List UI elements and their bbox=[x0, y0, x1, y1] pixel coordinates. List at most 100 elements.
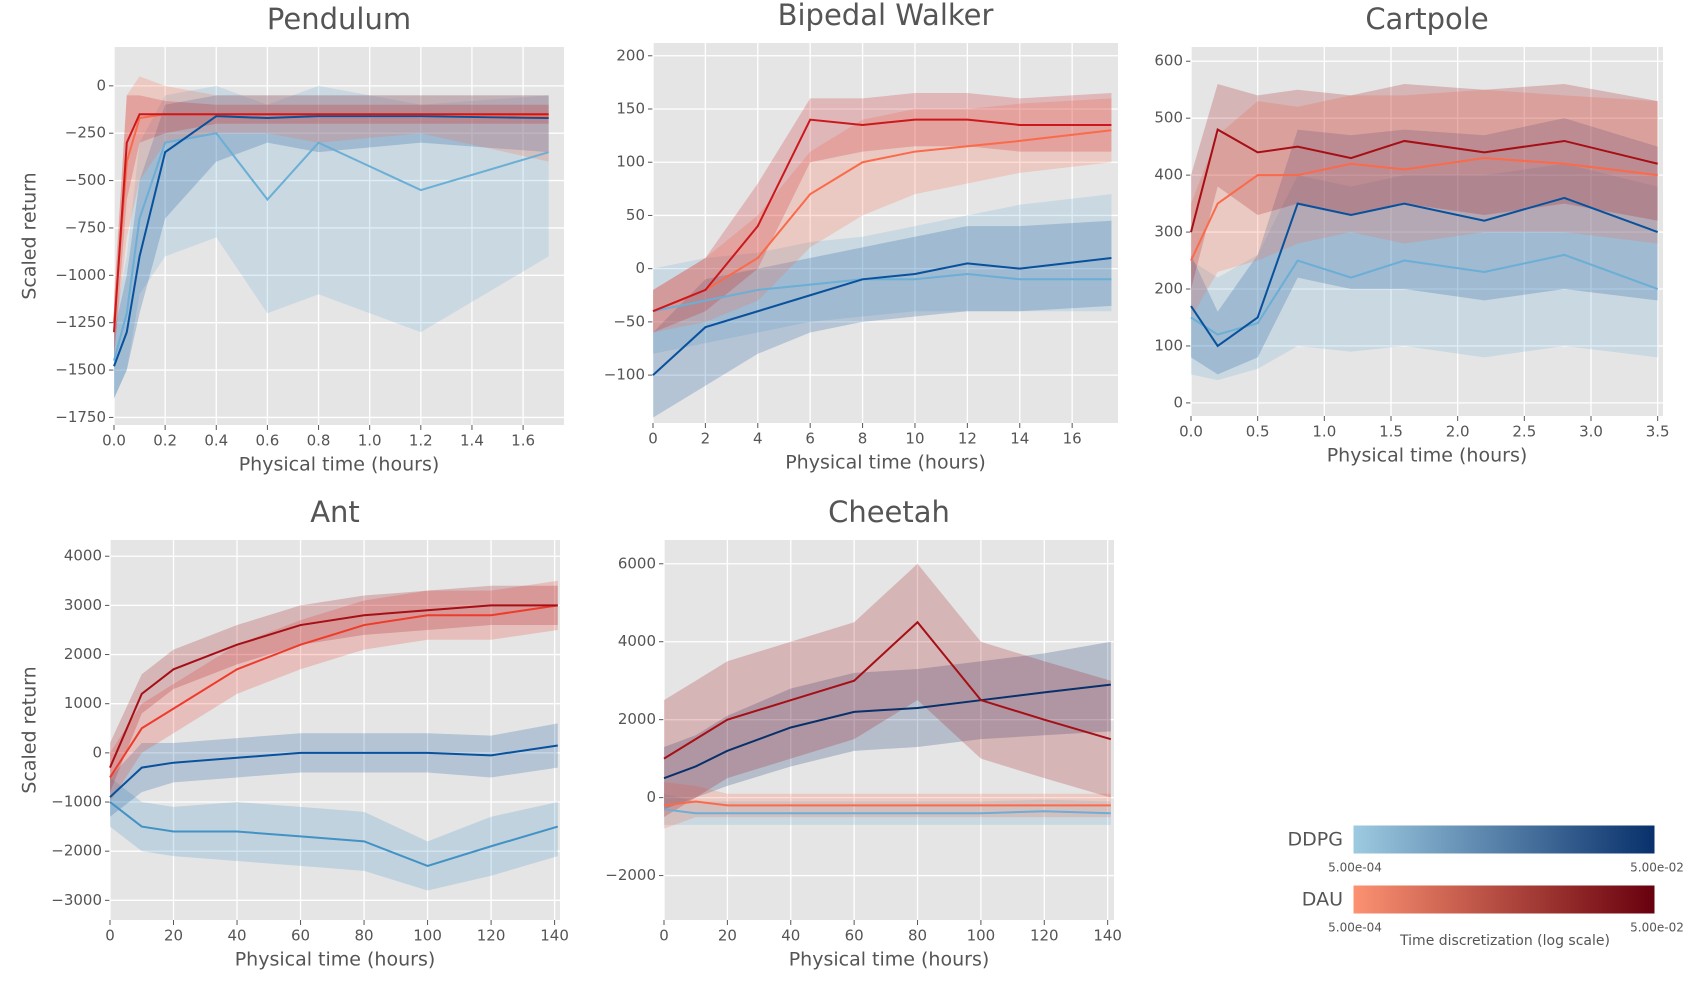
line bbox=[1190, 253, 1659, 336]
x-tick-label: 1.4 bbox=[460, 432, 484, 450]
x-tick-label: 0 bbox=[659, 927, 669, 945]
band bbox=[1191, 89, 1658, 318]
band bbox=[653, 98, 1112, 333]
y-tick-label: 300 bbox=[1154, 223, 1183, 241]
x-tick-label: 1.5 bbox=[1379, 423, 1403, 441]
line bbox=[113, 115, 549, 367]
y-tick-label: −1500 bbox=[55, 361, 106, 379]
x-tick-label: 0.5 bbox=[1246, 423, 1270, 441]
plot-area bbox=[664, 540, 1114, 920]
line bbox=[652, 129, 1112, 313]
x-tick-label: 3.5 bbox=[1646, 423, 1670, 441]
x-tick-label: 100 bbox=[967, 927, 996, 945]
x-tick-label: 80 bbox=[355, 927, 374, 945]
colorbar bbox=[1352, 824, 1656, 855]
band bbox=[114, 95, 549, 361]
y-tick-label: 0 bbox=[646, 788, 656, 806]
x-tick-label: 0.0 bbox=[102, 432, 126, 450]
y-tick-label: 100 bbox=[616, 153, 645, 171]
y-tick-label: 3000 bbox=[64, 596, 102, 614]
band bbox=[110, 723, 558, 817]
line bbox=[663, 808, 1111, 815]
band bbox=[1191, 163, 1658, 381]
x-tick-label: 120 bbox=[477, 927, 506, 945]
y-tick-label: −1750 bbox=[55, 408, 106, 426]
y-tick-label: −1000 bbox=[51, 793, 102, 811]
y-tick-label: 0 bbox=[635, 259, 645, 277]
y-tick-label: 0 bbox=[96, 76, 106, 94]
chart-title: Cartpole bbox=[1365, 2, 1488, 36]
x-tick-label: 0 bbox=[105, 927, 115, 945]
y-tick-label: 200 bbox=[616, 46, 645, 64]
chart-title: Ant bbox=[310, 495, 360, 529]
plot-area bbox=[114, 47, 564, 425]
x-tick-label: 2 bbox=[701, 430, 711, 448]
y-tick-label: 100 bbox=[1154, 336, 1183, 354]
line bbox=[109, 604, 558, 778]
band bbox=[1191, 118, 1658, 375]
x-tick-label: 120 bbox=[1030, 927, 1059, 945]
x-tick-label: 2.0 bbox=[1446, 423, 1470, 441]
y-tick-label: 600 bbox=[1154, 52, 1183, 70]
line bbox=[1190, 128, 1658, 233]
band bbox=[114, 85, 549, 399]
x-tick-label: 0 bbox=[648, 430, 658, 448]
y-tick-label: −1250 bbox=[55, 313, 106, 331]
x-axis-label: Physical time (hours) bbox=[785, 452, 986, 474]
band bbox=[114, 76, 549, 352]
x-tick-label: 80 bbox=[908, 927, 927, 945]
x-tick-label: 12 bbox=[958, 430, 977, 448]
x-tick-label: 100 bbox=[413, 927, 442, 945]
colorbar-max: 5.00e-02 bbox=[1630, 921, 1684, 935]
x-tick-label: 4 bbox=[753, 430, 763, 448]
y-tick-label: −500 bbox=[65, 171, 106, 189]
x-tick-label: 40 bbox=[227, 927, 246, 945]
x-axis-label: Physical time (hours) bbox=[235, 949, 436, 971]
line bbox=[109, 604, 558, 769]
y-tick-label: 0 bbox=[1173, 393, 1183, 411]
x-tick-label: 16 bbox=[1063, 430, 1082, 448]
x-tick-label: 20 bbox=[718, 927, 737, 945]
y-tick-label: 2000 bbox=[64, 645, 102, 663]
colorbar-name: DDPG bbox=[1288, 829, 1343, 851]
x-tick-label: 10 bbox=[905, 430, 924, 448]
x-tick-label: 140 bbox=[1093, 927, 1122, 945]
band bbox=[664, 641, 1111, 810]
y-tick-label: 4000 bbox=[64, 547, 102, 565]
x-tick-label: 1.2 bbox=[409, 432, 433, 450]
x-tick-label: 40 bbox=[781, 927, 800, 945]
y-tick-label: −250 bbox=[65, 124, 106, 142]
y-tick-label: −3000 bbox=[51, 891, 102, 909]
colorbar-label: Time discretization (log scale) bbox=[1399, 933, 1610, 949]
band bbox=[114, 95, 549, 399]
chart-title: Bipedal Walker bbox=[778, 0, 994, 32]
band bbox=[664, 793, 1111, 825]
y-tick-label: 400 bbox=[1154, 166, 1183, 184]
colorbar-name: DAU bbox=[1302, 889, 1343, 911]
y-tick-label: −2000 bbox=[605, 866, 656, 884]
y-tick-label: 0 bbox=[92, 743, 102, 761]
band bbox=[664, 563, 1111, 818]
plot-area bbox=[110, 540, 560, 920]
x-axis-label: Physical time (hours) bbox=[239, 454, 440, 476]
chart-title: Pendulum bbox=[267, 2, 411, 36]
line bbox=[663, 683, 1111, 780]
line bbox=[652, 118, 1112, 313]
band bbox=[653, 220, 1112, 418]
line bbox=[663, 620, 1112, 760]
x-tick-label: 140 bbox=[540, 927, 569, 945]
colorbar-min: 5.00e-04 bbox=[1328, 861, 1382, 875]
y-tick-label: 4000 bbox=[618, 632, 656, 650]
x-tick-label: 0.4 bbox=[204, 432, 228, 450]
line bbox=[1190, 196, 1659, 348]
y-tick-label: −2000 bbox=[51, 842, 102, 860]
line bbox=[109, 801, 559, 867]
x-tick-label: 8 bbox=[858, 430, 868, 448]
colorbar bbox=[1352, 884, 1656, 915]
line bbox=[652, 257, 1112, 376]
x-tick-label: 14 bbox=[1010, 430, 1029, 448]
band bbox=[1191, 84, 1658, 290]
x-tick-label: 3.0 bbox=[1579, 423, 1603, 441]
band bbox=[653, 194, 1112, 354]
